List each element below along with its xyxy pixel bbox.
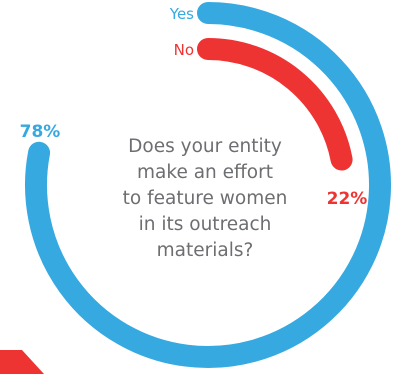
ring-no [197,38,353,171]
no-percent-label: 22% [327,189,368,209]
legend-no-label: No [174,41,194,59]
ring-yes [25,2,391,368]
corner-accent [0,350,44,374]
yes-percent-label: 78% [20,122,61,142]
chart-question: Does your entity make an effort to featu… [122,136,288,261]
legend-yes-label: Yes [169,5,194,23]
